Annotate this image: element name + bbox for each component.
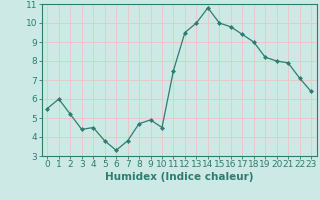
X-axis label: Humidex (Indice chaleur): Humidex (Indice chaleur) — [105, 172, 253, 182]
